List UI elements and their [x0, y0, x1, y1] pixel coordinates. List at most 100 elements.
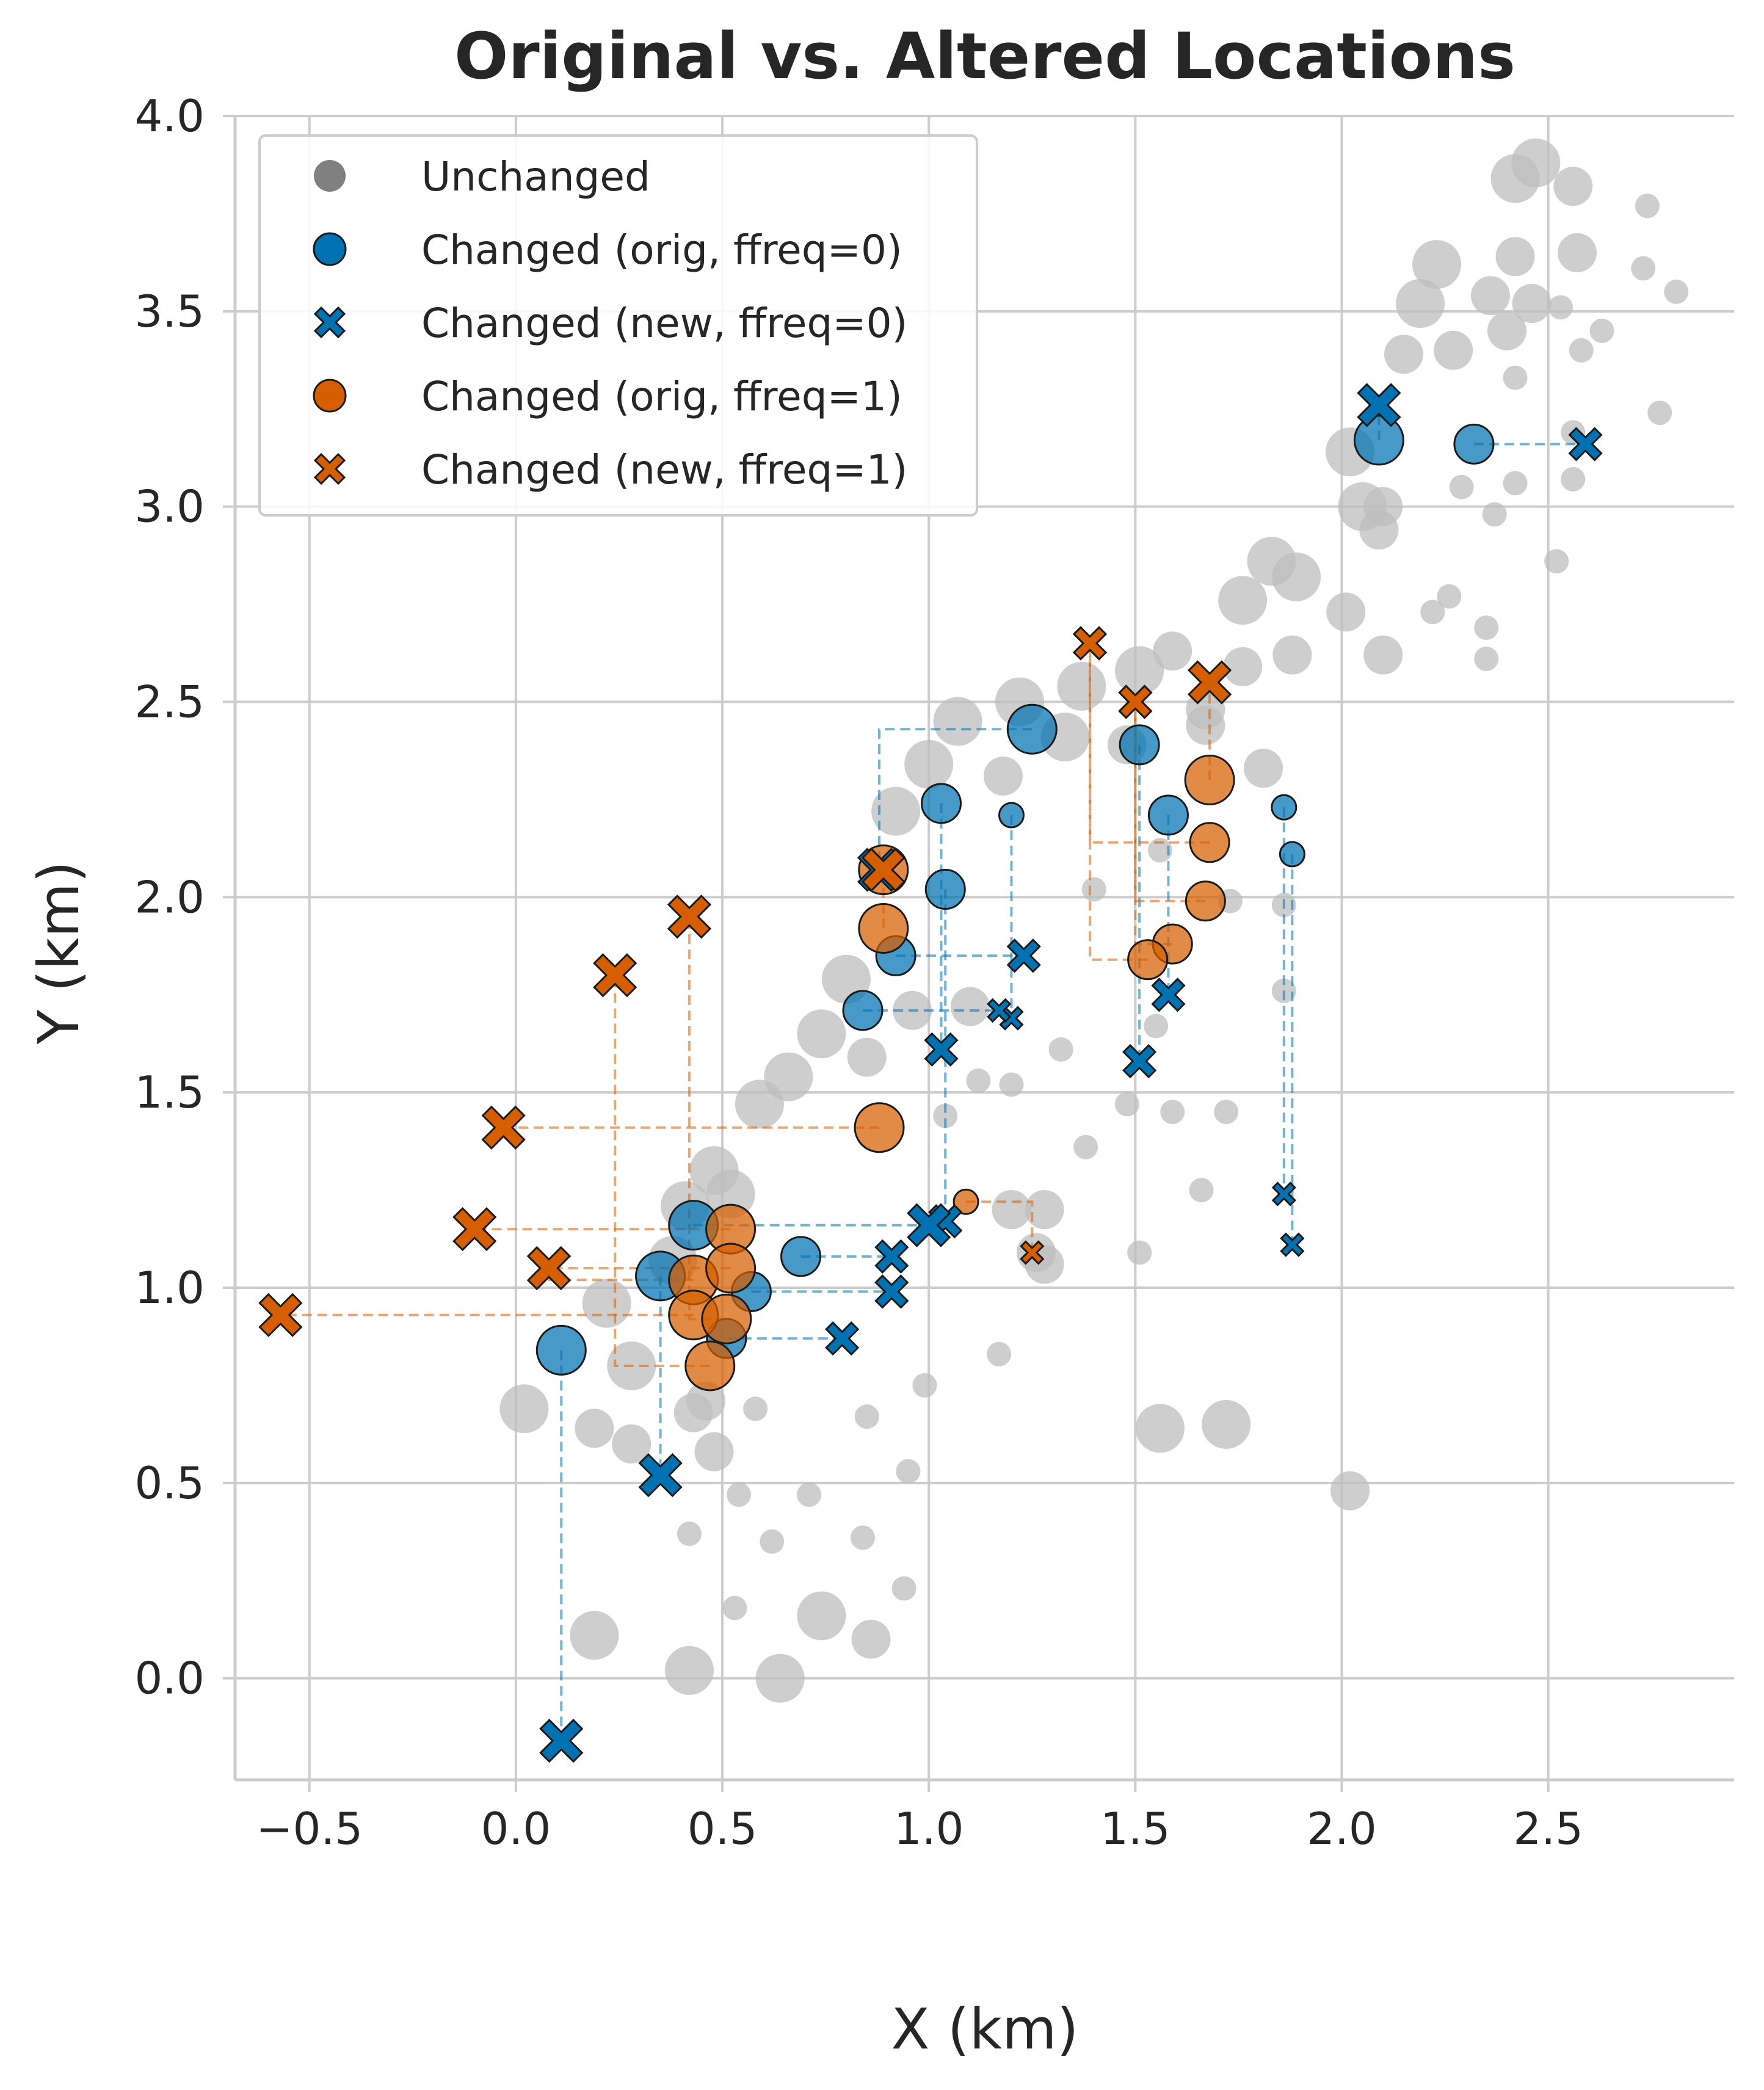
y-tick-label: 2.0 [134, 871, 205, 923]
tick-labels: −0.5 0.0 0.5 1.0 1.5 2.0 2.5 0.0 0.5 1.0 1.5 2.0 2.5… [134, 90, 1583, 1854]
unchanged-point [1561, 466, 1586, 492]
unchanged-point [1057, 661, 1106, 711]
new-point-ffreq0 [1151, 978, 1186, 1012]
orig-point-ffreq0 [1453, 423, 1495, 465]
unchanged-point [1434, 330, 1473, 370]
unchanged-point [966, 1068, 991, 1093]
y-tick-label: 4.0 [134, 90, 205, 142]
unchanged-point [891, 1576, 916, 1601]
unchanged-point [1272, 635, 1312, 675]
y-tick-label: 0.5 [134, 1457, 205, 1509]
chart-title: Original vs. Altered Locations [454, 19, 1515, 93]
new-point-ffreq1 [258, 1293, 303, 1337]
unchanged-point [933, 1103, 958, 1128]
y-axis-label: Y (km) [26, 861, 92, 1045]
unchanged-point [987, 1341, 1012, 1366]
new-point-ffreq0 [1122, 1043, 1157, 1079]
unchanged-point [950, 987, 990, 1026]
unchanged-point [1144, 1014, 1169, 1039]
orig-point-ffreq0 [1353, 415, 1404, 466]
orig-point-ffreq1 [1189, 822, 1230, 863]
unchanged-point [743, 1396, 768, 1421]
unchanged-point [575, 1409, 614, 1448]
orig-point-ffreq0 [780, 1236, 822, 1277]
legend-label-4: Changed (new, ffreq=1) [421, 446, 907, 493]
new-point-ffreq0 [907, 1203, 951, 1247]
new-point-ffreq1 [452, 1206, 497, 1252]
legend-marker-0 [314, 160, 346, 192]
legend-marker-4 [313, 452, 346, 485]
unchanged-point [1396, 279, 1445, 328]
new-point-ffreq1 [481, 1105, 526, 1150]
orig-point-ffreq1 [684, 1340, 736, 1392]
x-axis-label: X (km) [891, 1997, 1079, 2062]
new-point-ffreq0 [1271, 1181, 1296, 1206]
unchanged-point [1135, 1404, 1185, 1453]
unchanged-point [1589, 318, 1614, 343]
y-tick-label: 3.5 [134, 286, 205, 337]
unchanged-point [570, 1611, 619, 1660]
displacement-line-ffreq1 [966, 1200, 1034, 1253]
unchanged-point [1218, 576, 1268, 625]
y-tick-label: 0.0 [134, 1653, 205, 1704]
new-point-ffreq1 [593, 953, 637, 998]
unchanged-point [1244, 749, 1283, 788]
new-point-ffreq0 [987, 998, 1012, 1023]
new-point-ffreq0 [874, 1239, 909, 1274]
displacement-lines [280, 405, 1586, 1741]
unchanged-point [1223, 647, 1263, 686]
unchanged-point [1558, 233, 1597, 272]
legend-marker-3 [313, 379, 347, 413]
new-point-ffreq0 [1280, 1232, 1305, 1257]
unchanged-point [1160, 1100, 1185, 1125]
orig-point-ffreq1 [705, 1243, 757, 1294]
unchanged-point [1474, 615, 1499, 640]
new-point-ffreq0 [1568, 427, 1603, 462]
x-tick-label: 1.0 [894, 1803, 964, 1854]
orig-point-ffreq1 [854, 1102, 905, 1153]
unchanged-point [871, 786, 921, 836]
axes [223, 115, 1734, 1792]
unchanged-point [1048, 1037, 1073, 1062]
x-tick-label: 0.5 [688, 1803, 758, 1854]
orig-point-ffreq0 [1271, 794, 1298, 821]
unchanged-point [983, 757, 1023, 796]
unchanged-point [1664, 279, 1689, 304]
unchanged-point [797, 1591, 846, 1641]
legend-marker-1 [313, 232, 347, 266]
new-point-ffreq1 [861, 847, 906, 892]
unchanged-point [499, 1384, 549, 1434]
orig-point-ffreq0 [924, 869, 966, 910]
unchanged-point [1214, 1100, 1239, 1125]
new-point-ffreq0 [1357, 383, 1401, 427]
unchanged-point [851, 1619, 891, 1659]
unchanged-point [1635, 194, 1660, 219]
unchanged-point [1544, 549, 1569, 574]
unchanged-point [1503, 365, 1528, 390]
unchanged-point [1449, 474, 1474, 499]
unchanged-point [850, 1525, 875, 1550]
x-tick-label: 2.0 [1307, 1803, 1377, 1854]
unchanged-point [1512, 284, 1552, 324]
new-point-ffreq0 [1006, 938, 1041, 973]
unchanged-point [1081, 877, 1106, 902]
unchanged-point [735, 1079, 784, 1129]
unchanged-point [912, 1373, 937, 1398]
x-tick-label: −0.5 [256, 1803, 363, 1854]
unchanged-point [1420, 600, 1445, 625]
unchanged-point [933, 697, 982, 746]
unchanged-point [1202, 1399, 1251, 1449]
x-tick-label: 0.0 [481, 1803, 551, 1854]
unchanged-point [847, 1037, 887, 1077]
unchanged-point [1474, 647, 1499, 672]
unchanged-point [1363, 635, 1403, 675]
unchanged-point [904, 739, 954, 789]
unchanged-point [1272, 552, 1321, 601]
legend-label-1: Changed (orig, ffreq=0) [421, 227, 902, 274]
legend-label-0: Unchanged [421, 153, 650, 200]
unchanged-point [1153, 631, 1192, 671]
unchanged-point [1189, 1178, 1214, 1203]
orig-point-ffreq1 [1185, 880, 1226, 922]
